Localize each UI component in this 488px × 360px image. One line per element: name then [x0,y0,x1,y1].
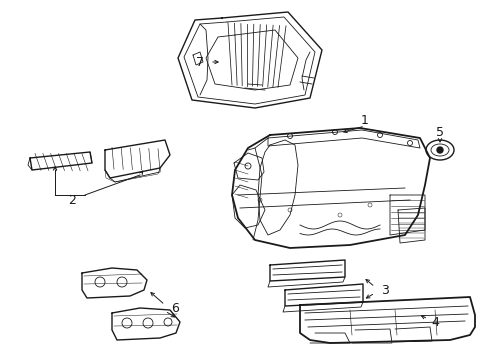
Text: 3: 3 [380,284,388,297]
Text: 7: 7 [196,55,203,68]
Text: 2: 2 [68,194,76,207]
Text: 6: 6 [171,302,179,315]
Text: 4: 4 [430,315,438,328]
Text: 5: 5 [435,126,443,139]
Text: 1: 1 [360,113,368,126]
Circle shape [436,147,442,153]
